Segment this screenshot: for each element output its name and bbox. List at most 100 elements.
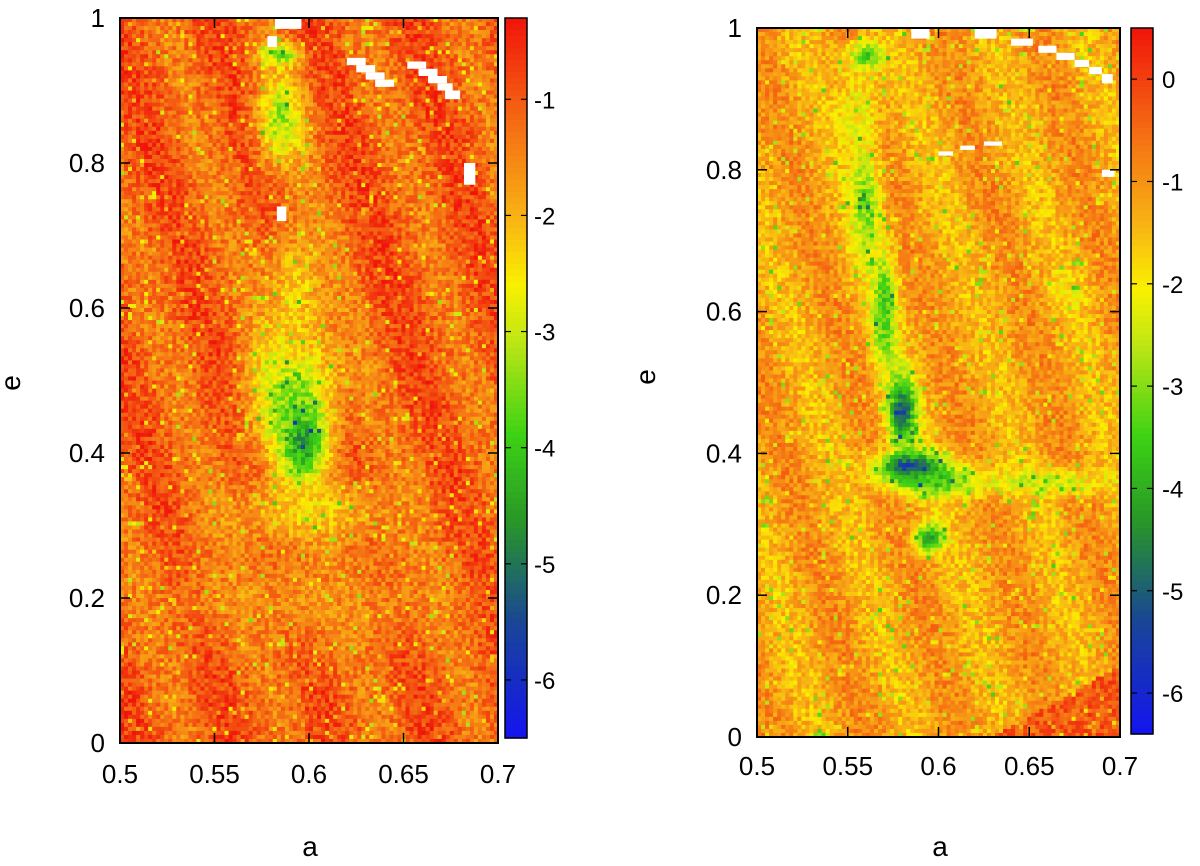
- heatmap-cell: [345, 42, 350, 47]
- heatmap-cell: [241, 58, 246, 63]
- heatmap-cell: [277, 46, 282, 51]
- heatmap-cell: [317, 50, 322, 55]
- heatmap-cell: [381, 46, 386, 51]
- heatmap-cell: [176, 38, 181, 43]
- heatmap-cell: [470, 26, 475, 31]
- heatmap-cell: [241, 50, 246, 55]
- heatmap-cell: [373, 34, 378, 39]
- heatmap-cell: [418, 22, 423, 27]
- heatmap-cell: [474, 26, 479, 31]
- heatmap-cell: [285, 42, 290, 47]
- heatmap-cell: [184, 38, 189, 43]
- heatmap-cell: [381, 22, 386, 27]
- heatmap-cell: [297, 34, 302, 39]
- heatmap-cell: [176, 42, 181, 47]
- heatmap-cell: [466, 46, 471, 51]
- heatmap-cell: [321, 38, 326, 43]
- heatmap-cell: [184, 22, 189, 27]
- heatmap-cell: [482, 50, 487, 55]
- heatmap-cell: [144, 54, 149, 59]
- heatmap-cell: [180, 42, 185, 47]
- heatmap-cell: [144, 26, 149, 31]
- heatmap-cell: [361, 46, 366, 51]
- heatmap-cell: [237, 54, 242, 59]
- heatmap-cell: [389, 34, 394, 39]
- heatmap-cell: [128, 54, 133, 59]
- heatmap-cell: [192, 66, 197, 71]
- heatmap-cell: [285, 46, 290, 51]
- heatmap-cell: [430, 50, 435, 55]
- heatmap-cell: [269, 50, 274, 55]
- heatmap-cell: [172, 54, 177, 59]
- heatmap-cell: [341, 62, 346, 67]
- heatmap-cell: [329, 42, 334, 47]
- heatmap-cell: [430, 58, 435, 63]
- heatmap-cell: [225, 62, 230, 67]
- heatmap-cell: [176, 46, 181, 51]
- heatmap-cell: [301, 42, 306, 47]
- heatmap-cell: [168, 38, 173, 43]
- heatmap-cell: [478, 26, 483, 31]
- heatmap-cell: [257, 62, 262, 67]
- heatmap-cell: [426, 26, 431, 31]
- heatmap-cell: [196, 58, 201, 63]
- heatmap-cell: [478, 62, 483, 67]
- heatmap-cell: [466, 34, 471, 39]
- heatmap-cell: [434, 54, 439, 59]
- heatmap-cell: [253, 50, 258, 55]
- heatmap-cell: [225, 38, 230, 43]
- heatmap-cell: [289, 42, 294, 47]
- heatmap-cell: [124, 58, 129, 63]
- heatmap-cell: [313, 62, 318, 67]
- heatmap-cell: [140, 46, 145, 51]
- heatmap-cell: [200, 22, 205, 27]
- heatmap-cell: [208, 62, 213, 67]
- heatmap-cell: [470, 50, 475, 55]
- heatmap-cell: [140, 30, 145, 35]
- heatmap-cell: [237, 62, 242, 67]
- heatmap-cell: [293, 50, 298, 55]
- heatmap-cell: [410, 38, 415, 43]
- heatmap-cell: [337, 58, 342, 63]
- heatmap-cell: [192, 62, 197, 67]
- heatmap-cell: [438, 58, 443, 63]
- heatmap-cell: [337, 50, 342, 55]
- heatmap-cell: [196, 38, 201, 43]
- heatmap-cell: [474, 22, 479, 27]
- heatmap-cell: [208, 26, 213, 31]
- heatmap-cell: [345, 50, 350, 55]
- heatmap-cell: [458, 38, 463, 43]
- heatmap-cell: [261, 42, 266, 47]
- heatmap-cell: [434, 42, 439, 47]
- heatmap-cell: [152, 34, 157, 39]
- heatmap-cell: [140, 62, 145, 67]
- heatmap-cell: [434, 26, 439, 31]
- heatmap-cell: [229, 34, 234, 39]
- heatmap-cell: [414, 38, 419, 43]
- heatmap-cell: [434, 34, 439, 39]
- heatmap-cell: [172, 26, 177, 31]
- heatmap-cell: [132, 42, 137, 47]
- heatmap-cell: [148, 42, 153, 47]
- heatmap-cell: [241, 22, 246, 27]
- heatmap-cell: [152, 54, 157, 59]
- heatmap-cell: [297, 50, 302, 55]
- heatmap-cell: [217, 42, 222, 47]
- heatmap-cell: [426, 62, 431, 67]
- heatmap-cell: [257, 38, 262, 43]
- heatmap-cell: [140, 42, 145, 47]
- heatmap-cell: [196, 54, 201, 59]
- heatmap-cell: [462, 46, 467, 51]
- heatmap-cell: [148, 22, 153, 27]
- heatmap-cell: [490, 54, 495, 59]
- heatmap-cell: [337, 34, 342, 39]
- heatmap-cell: [373, 26, 378, 31]
- heatmap-cell: [357, 42, 362, 47]
- heatmap-cell: [281, 54, 286, 59]
- heatmap-cell: [245, 26, 250, 31]
- heatmap-cell: [393, 62, 398, 67]
- heatmap-cell: [305, 46, 310, 51]
- heatmap-cell: [309, 58, 314, 63]
- heatmap-cell: [401, 46, 406, 51]
- heatmap-cell: [289, 50, 294, 55]
